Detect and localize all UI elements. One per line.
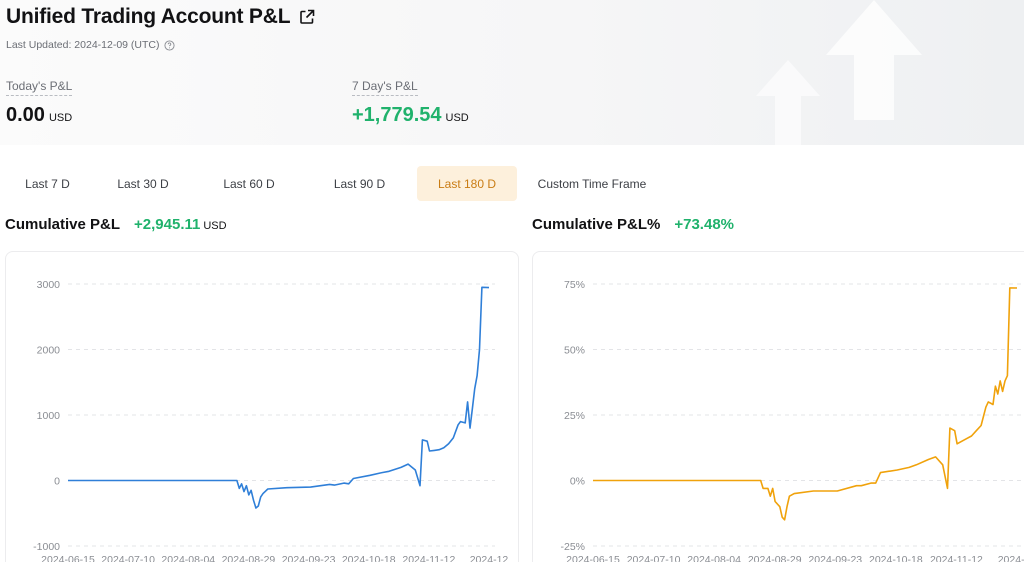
cumulative-pnl-pct-value: +73.48% bbox=[674, 216, 734, 233]
cumulative-pnl-pct-chart[interactable]: 75% 50% 25% 0% -25%2024-06-15 2024-07-10 2024-… bbox=[533, 252, 1024, 562]
week-pnl-value-row: +1,779.54 USD bbox=[352, 104, 469, 127]
cumulative-pnl-pct-title: Cumulative P&L% bbox=[532, 216, 661, 233]
y-tick-label: 50% bbox=[564, 345, 585, 357]
week-pnl-label[interactable]: 7 Day's P&L bbox=[352, 79, 418, 96]
x-tick-label: 2024-08-29 bbox=[748, 554, 802, 562]
page-title: Unified Trading Account P&L bbox=[6, 5, 291, 28]
external-link-icon[interactable] bbox=[299, 9, 315, 25]
y-tick-label: 0 bbox=[54, 476, 60, 488]
today-pnl-unit: USD bbox=[48, 112, 73, 124]
cumulative-pnl-pct-chart-card: 75% 50% 25% 0% -25% 2024-06-15 2024-07-10 2024-… bbox=[532, 251, 1024, 562]
decorative-arrow-graphic bbox=[756, 60, 820, 145]
tab-last-60d[interactable]: Last 60 D bbox=[223, 176, 275, 191]
y-tick-label: -1000 bbox=[33, 541, 60, 553]
cumulative-pnl-title: Cumulative P&L bbox=[5, 216, 121, 233]
cumulative-pnl-value: +2,945.11 bbox=[134, 216, 201, 233]
cumulative-pnl-chart-card: 3000 2000 1000 0 -1000 2024-06-15 2024-07-10 20… bbox=[5, 251, 519, 562]
tab-last-30d[interactable]: Last 30 D bbox=[117, 176, 169, 191]
y-tick-label: 3000 bbox=[37, 279, 61, 291]
week-pnl-unit: USD bbox=[445, 112, 469, 124]
today-pnl-value: 0.00 bbox=[6, 104, 45, 126]
x-tick-label: 2024-08-04 bbox=[161, 554, 215, 562]
x-tick-label: 2024-06-15 bbox=[41, 554, 95, 562]
x-tick-label: 2024-09-23 bbox=[808, 554, 862, 562]
time-range-tabs: Last 7 D Last 30 D Last 60 D Last 90 D L… bbox=[5, 166, 667, 201]
x-tick-label: 2024-08-04 bbox=[687, 554, 741, 562]
x-tick-label: 2024-12 bbox=[998, 554, 1024, 562]
y-tick-label: 75% bbox=[564, 279, 585, 291]
x-tick-label: 2024-10-18 bbox=[869, 554, 923, 562]
x-tick-label: 2024-07-10 bbox=[627, 554, 681, 562]
x-tick-label: 2024-11-12 bbox=[402, 554, 455, 562]
week-pnl-value: +1,779.54 bbox=[352, 104, 442, 126]
x-tick-label: 2024-11-12 bbox=[930, 554, 983, 562]
series-line bbox=[593, 287, 1018, 521]
pnl-header: Unified Trading Account P&L Last Updated… bbox=[0, 0, 1024, 145]
y-tick-label: 25% bbox=[564, 410, 585, 422]
decorative-arrow-graphic bbox=[826, 0, 922, 120]
x-tick-label: 2024-07-10 bbox=[101, 554, 155, 562]
week-pnl-stat: 7 Day's P&L +1,779.54 USD bbox=[352, 77, 469, 127]
cumulative-pnl-header: Cumulative P&L +2,945.11 USD bbox=[5, 216, 227, 233]
today-pnl-stat: Today's P&L 0.00 USD bbox=[6, 77, 73, 127]
title-row: Unified Trading Account P&L bbox=[6, 5, 315, 29]
last-updated-row: Last Updated: 2024-12-09 (UTC) bbox=[6, 39, 175, 51]
tab-last-90d[interactable]: Last 90 D bbox=[333, 176, 386, 191]
y-tick-label: -25% bbox=[560, 541, 585, 553]
x-tick-label: 2024-12 bbox=[470, 554, 509, 562]
today-pnl-label[interactable]: Today's P&L bbox=[6, 79, 73, 96]
today-pnl-value-row: 0.00 USD bbox=[6, 104, 72, 127]
y-tick-label: 0% bbox=[570, 476, 585, 488]
help-circle-icon[interactable] bbox=[163, 39, 175, 51]
tab-last-7d[interactable]: Last 7 D bbox=[25, 176, 70, 191]
series-line bbox=[68, 286, 490, 509]
x-tick-label: 2024-10-18 bbox=[342, 554, 396, 562]
tab-last-180d[interactable]: Last 180 D bbox=[417, 166, 517, 201]
last-updated-text: Last Updated: 2024-12-09 (UTC) bbox=[6, 39, 160, 51]
x-tick-label: 2024-09-23 bbox=[282, 554, 336, 562]
y-tick-label: 1000 bbox=[37, 410, 61, 422]
cumulative-pnl-unit: USD bbox=[203, 220, 227, 232]
x-tick-label: 2024-06-15 bbox=[566, 554, 620, 562]
cumulative-pnl-pct-header: Cumulative P&L% +73.48% bbox=[532, 216, 734, 233]
x-tick-label: 2024-08-29 bbox=[222, 554, 276, 562]
y-tick-label: 2000 bbox=[37, 345, 61, 357]
tab-custom-time-frame[interactable]: Custom Time Frame bbox=[537, 176, 647, 191]
